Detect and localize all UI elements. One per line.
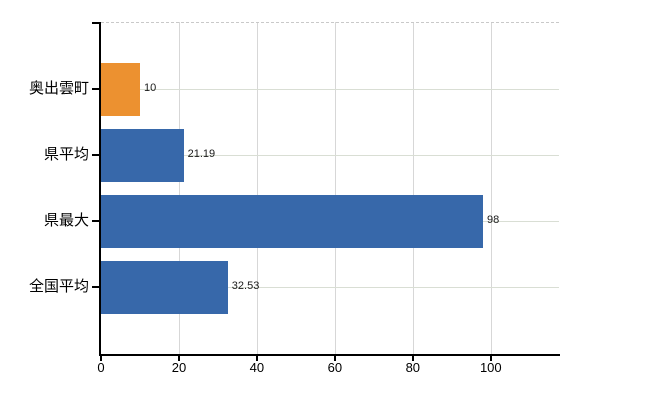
y-axis-tick bbox=[92, 88, 100, 90]
vertical-gridline bbox=[179, 22, 180, 354]
horizontal-gridline bbox=[101, 155, 559, 156]
x-axis-line bbox=[99, 354, 560, 356]
x-axis-tick-label: 0 bbox=[97, 360, 105, 375]
bar bbox=[101, 194, 483, 248]
vertical-gridline bbox=[256, 22, 258, 354]
vertical-gridline bbox=[490, 22, 492, 354]
x-axis-tick-label: 20 bbox=[171, 360, 187, 375]
x-axis-tick-label: 40 bbox=[249, 360, 265, 375]
category-label: 全国平均 bbox=[28, 278, 89, 295]
bar-value-label: 32.53 bbox=[231, 280, 260, 292]
bar bbox=[101, 128, 184, 182]
category-label: 奥出雲町 bbox=[28, 80, 89, 97]
category-label: 県平均 bbox=[43, 146, 89, 163]
horizontal-gridline bbox=[101, 287, 559, 288]
horizontal-gridline bbox=[101, 89, 559, 90]
bar-value-label: 21.19 bbox=[187, 148, 216, 160]
x-axis-tick-label: 100 bbox=[479, 360, 502, 375]
vertical-gridline bbox=[334, 22, 336, 354]
bar bbox=[101, 62, 140, 116]
y-axis-tick bbox=[92, 154, 100, 156]
x-axis-tick-label: 80 bbox=[405, 360, 421, 375]
x-axis-tick bbox=[333, 356, 336, 361]
x-axis-tick bbox=[411, 356, 414, 361]
y-axis-tick bbox=[92, 286, 100, 288]
plot-top-border bbox=[101, 22, 559, 23]
x-axis-tick bbox=[489, 356, 492, 361]
x-axis-tick bbox=[255, 356, 258, 361]
bar-value-label: 10 bbox=[144, 82, 157, 94]
x-axis-tick bbox=[100, 356, 102, 361]
vertical-gridline bbox=[412, 22, 414, 354]
x-axis-tick-label: 60 bbox=[327, 360, 343, 375]
y-axis-line bbox=[99, 22, 101, 356]
y-axis-tick bbox=[92, 22, 100, 24]
bar-value-label: 98 bbox=[487, 214, 500, 226]
y-axis-tick bbox=[92, 220, 100, 222]
bar bbox=[101, 260, 228, 314]
x-axis-tick bbox=[178, 356, 180, 361]
category-label: 県最大 bbox=[43, 212, 89, 229]
